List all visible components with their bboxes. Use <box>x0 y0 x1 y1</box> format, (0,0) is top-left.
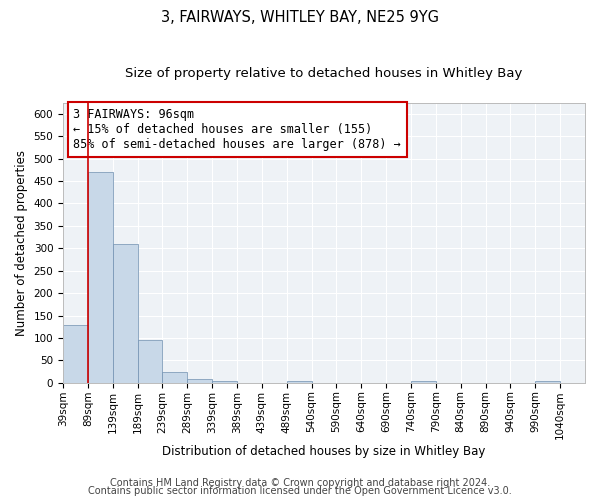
Bar <box>187 379 212 383</box>
Bar <box>163 372 187 383</box>
Text: 3 FAIRWAYS: 96sqm
← 15% of detached houses are smaller (155)
85% of semi-detache: 3 FAIRWAYS: 96sqm ← 15% of detached hous… <box>73 108 401 151</box>
Bar <box>113 244 137 383</box>
Bar <box>63 324 88 383</box>
Title: Size of property relative to detached houses in Whitley Bay: Size of property relative to detached ho… <box>125 68 523 80</box>
Bar <box>535 381 560 383</box>
Bar <box>137 340 163 383</box>
Text: 3, FAIRWAYS, WHITLEY BAY, NE25 9YG: 3, FAIRWAYS, WHITLEY BAY, NE25 9YG <box>161 10 439 25</box>
X-axis label: Distribution of detached houses by size in Whitley Bay: Distribution of detached houses by size … <box>163 444 486 458</box>
Text: Contains public sector information licensed under the Open Government Licence v3: Contains public sector information licen… <box>88 486 512 496</box>
Bar <box>212 382 237 383</box>
Bar <box>287 381 311 383</box>
Text: Contains HM Land Registry data © Crown copyright and database right 2024.: Contains HM Land Registry data © Crown c… <box>110 478 490 488</box>
Y-axis label: Number of detached properties: Number of detached properties <box>15 150 28 336</box>
Bar <box>411 381 436 383</box>
Bar <box>88 172 113 383</box>
